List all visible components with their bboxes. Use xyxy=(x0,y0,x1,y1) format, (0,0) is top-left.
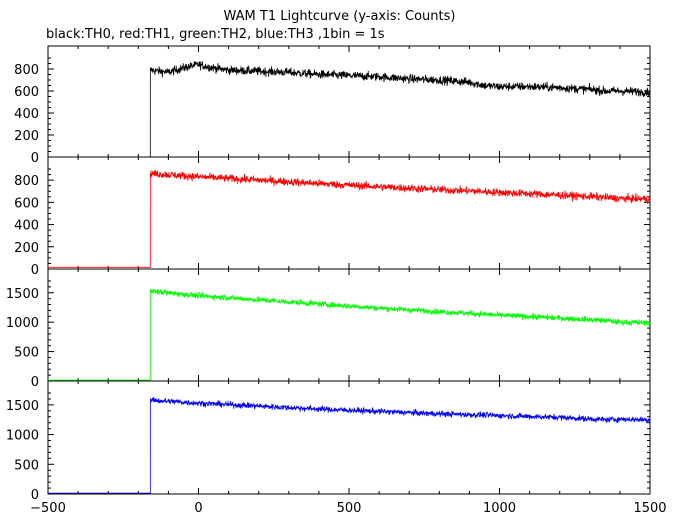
x-tick-label--500: −500 xyxy=(30,501,66,515)
panel-frame-3 xyxy=(47,380,651,495)
y-tick-label-0-400: 400 xyxy=(14,107,39,122)
x-tick-label-1000: 1000 xyxy=(483,501,516,515)
x-tick-label-1500: 1500 xyxy=(633,501,666,515)
y-tick-label-3-500: 500 xyxy=(14,458,39,473)
chart-subtitle: black:TH0, red:TH1, green:TH2, blue:TH3 … xyxy=(46,27,385,42)
y-tick-label-2-500: 500 xyxy=(14,346,39,361)
chart-title: WAM T1 Lightcurve (y-axis: Counts) xyxy=(223,9,456,24)
y-tick-label-0-0: 0 xyxy=(31,151,39,166)
y-tick-label-2-1500: 1500 xyxy=(6,287,39,302)
series-line-0 xyxy=(48,61,651,158)
y-tick-label-2-1000: 1000 xyxy=(6,316,39,331)
y-tick-label-0-600: 600 xyxy=(14,85,39,100)
series-line-3 xyxy=(48,396,651,494)
y-tick-label-1-800: 800 xyxy=(14,174,39,189)
x-tick-label-500: 500 xyxy=(337,501,362,515)
y-tick-label-1-0: 0 xyxy=(31,263,39,278)
series-line-2 xyxy=(48,288,651,381)
y-tick-label-1-600: 600 xyxy=(14,196,39,211)
y-tick-label-0-200: 200 xyxy=(14,129,39,144)
y-tick-label-3-0: 0 xyxy=(31,488,39,503)
panel-frame-2 xyxy=(47,268,651,382)
panel-frame-1 xyxy=(47,156,651,270)
y-tick-label-1-400: 400 xyxy=(14,219,39,234)
series-line-1 xyxy=(48,169,651,268)
x-tick-label-0: 0 xyxy=(194,501,202,515)
y-tick-label-3-1500: 1500 xyxy=(6,399,39,414)
y-tick-label-1-200: 200 xyxy=(14,241,39,256)
panel-frame-0 xyxy=(47,45,651,158)
y-tick-label-3-1000: 1000 xyxy=(6,429,39,444)
y-tick-label-2-0: 0 xyxy=(31,375,39,390)
y-tick-label-0-800: 800 xyxy=(14,63,39,78)
